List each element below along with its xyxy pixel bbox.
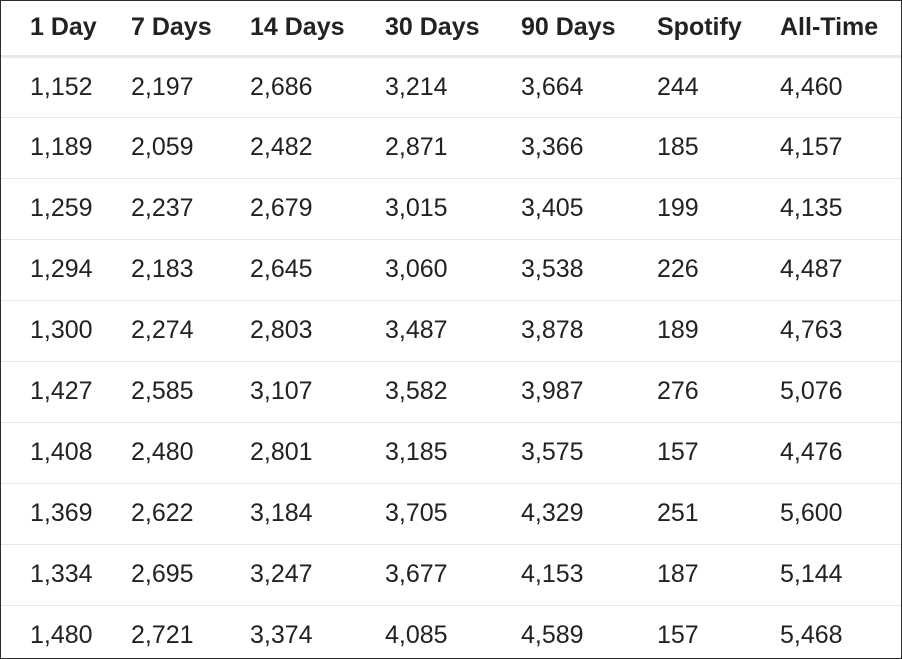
- table-row: 1,294 2,183 2,645 3,060 3,538 226 4,487: [1, 239, 901, 301]
- cell-spotify: 226: [628, 239, 751, 301]
- cell-30-days: 4,085: [385, 621, 448, 650]
- table-row: 1,408 2,480 2,801 3,185 3,575 157 4,476: [1, 422, 901, 484]
- cell-spotify: 189: [628, 300, 751, 362]
- cell-30-days: 3,015: [356, 178, 492, 240]
- cell-7-days: 2,480: [102, 422, 221, 484]
- cell-90-days: 3,987: [492, 361, 628, 423]
- cell-30-days: 3,060: [356, 239, 492, 301]
- cell-90-days: 3,664: [492, 56, 628, 118]
- column-header-all-time: All-Time: [751, 1, 901, 58]
- cell-7-days: 2,197: [102, 56, 221, 118]
- table-row: 1,300 2,274 2,803 3,487 3,878 189 4,763: [1, 300, 901, 362]
- cell-14-days: 2,679: [221, 178, 356, 240]
- cell-30-days: 3,185: [356, 422, 492, 484]
- cell-30-days: 3,705: [356, 483, 492, 545]
- cell-30-days: 3,677: [356, 544, 492, 606]
- cell-1-day: 1,334: [1, 544, 102, 606]
- cell-1-day: 1,189: [1, 117, 102, 179]
- cell-spotify: 157: [628, 422, 751, 484]
- cell-all-time: 4,487: [751, 239, 901, 301]
- cell-90-days: 3,538: [492, 239, 628, 301]
- cell-7-days: 2,721: [131, 621, 194, 650]
- cell-7-days: 2,237: [102, 178, 221, 240]
- cell-30-days: 2,871: [356, 117, 492, 179]
- column-header-90-days: 90 Days: [492, 1, 628, 58]
- cell-14-days: 3,107: [221, 361, 356, 423]
- cell-14-days: 2,645: [221, 239, 356, 301]
- column-header-30-days: 30 Days: [356, 1, 492, 58]
- cell-all-time: 5,468: [780, 621, 843, 650]
- cell-90-days: 3,366: [492, 117, 628, 179]
- cell-14-days: 3,184: [221, 483, 356, 545]
- cell-7-days: 2,183: [102, 239, 221, 301]
- cell-1-day: 1,294: [1, 239, 102, 301]
- cell-all-time: 4,763: [751, 300, 901, 362]
- table-row: 1,259 2,237 2,679 3,015 3,405 199 4,135: [1, 178, 901, 240]
- cell-1-day: 1,259: [1, 178, 102, 240]
- cell-90-days: 4,329: [492, 483, 628, 545]
- header-row: 1 Day 7 Days 14 Days 30 Days 90 Days Spo…: [1, 1, 901, 58]
- cell-14-days: 2,803: [221, 300, 356, 362]
- table-row: 1,369 2,622 3,184 3,705 4,329 251 5,600: [1, 483, 901, 545]
- cell-14-days: 2,482: [221, 117, 356, 179]
- table-row: 1,189 2,059 2,482 2,871 3,366 185 4,157: [1, 117, 901, 179]
- cell-spotify: 185: [628, 117, 751, 179]
- cell-all-time: 4,476: [751, 422, 901, 484]
- cell-90-days: 3,878: [492, 300, 628, 362]
- cell-all-time: 5,144: [751, 544, 901, 606]
- cell-spotify: 187: [628, 544, 751, 606]
- cell-1-day: 1,427: [1, 361, 102, 423]
- cell-all-time: 5,600: [751, 483, 901, 545]
- cell-90-days: 4,589: [521, 621, 584, 650]
- table-body: 1,152 2,197 2,686 3,214 3,664 244 4,460 1,189 2,…: [1, 56, 901, 658]
- cell-7-days: 2,059: [102, 117, 221, 179]
- cell-30-days: 3,214: [356, 56, 492, 118]
- cell-7-days: 2,695: [102, 544, 221, 606]
- cell-1-day: 1,300: [1, 300, 102, 362]
- cell-7-days: 2,622: [102, 483, 221, 545]
- cell-14-days: 2,801: [221, 422, 356, 484]
- table-header: 1 Day 7 Days 14 Days 30 Days 90 Days Spo…: [1, 1, 901, 58]
- column-header-1-day: 1 Day: [1, 1, 102, 58]
- cell-1-day: 1,408: [1, 422, 102, 484]
- cell-7-days: 2,585: [102, 361, 221, 423]
- cell-30-days: 3,582: [356, 361, 492, 423]
- cell-spotify: 276: [628, 361, 751, 423]
- cell-1-day: 1,369: [1, 483, 102, 545]
- cell-1-day: 1,152: [1, 56, 102, 118]
- table-row: 1,427 2,585 3,107 3,582 3,987 276 5,076: [1, 361, 901, 423]
- cell-90-days: 3,405: [492, 178, 628, 240]
- column-header-spotify: Spotify: [628, 1, 751, 58]
- cell-spotify: 157: [657, 621, 699, 650]
- column-header-7-days: 7 Days: [102, 1, 221, 58]
- column-header-14-days: 14 Days: [221, 1, 356, 58]
- cell-14-days: 3,247: [221, 544, 356, 606]
- cell-30-days: 3,487: [356, 300, 492, 362]
- cell-spotify: 199: [628, 178, 751, 240]
- cell-all-time: 5,076: [751, 361, 901, 423]
- cell-14-days: 3,374: [250, 621, 313, 650]
- table-row: 1,152 2,197 2,686 3,214 3,664 244 4,460: [1, 56, 901, 118]
- cell-14-days: 2,686: [221, 56, 356, 118]
- table-row: 1,480 2,721 3,374 4,085 4,589 157 5,468: [1, 605, 901, 658]
- cell-all-time: 4,460: [751, 56, 901, 118]
- cell-90-days: 3,575: [492, 422, 628, 484]
- cell-all-time: 4,157: [751, 117, 901, 179]
- cell-90-days: 4,153: [492, 544, 628, 606]
- cell-7-days: 2,274: [102, 300, 221, 362]
- cell-all-time: 4,135: [751, 178, 901, 240]
- cell-spotify: 244: [628, 56, 751, 118]
- cell-spotify: 251: [628, 483, 751, 545]
- table-row: 1,334 2,695 3,247 3,677 4,153 187 5,144: [1, 544, 901, 606]
- cell-1-day: 1,480: [30, 621, 93, 650]
